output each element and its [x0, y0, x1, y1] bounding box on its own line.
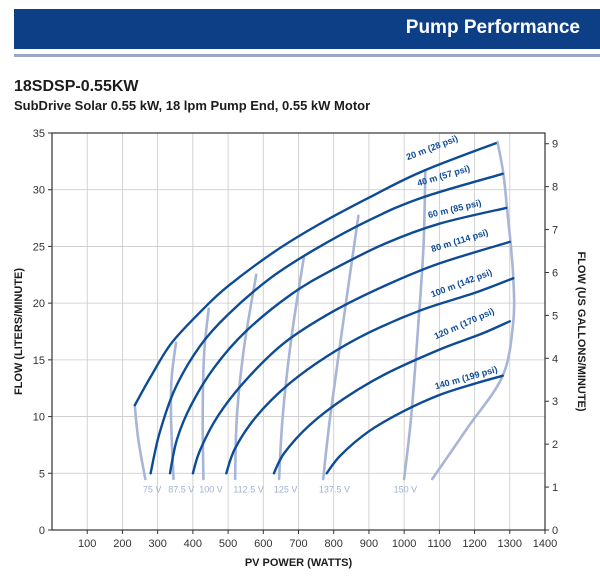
head-curve	[133, 142, 497, 407]
y-tick-label: 25	[33, 241, 45, 253]
head-curve	[149, 172, 504, 475]
voltage-curve-label: 75 V	[143, 485, 162, 495]
y2-tick-label: 6	[552, 267, 558, 279]
head-curve-label: 20 m (28 psi)	[405, 133, 459, 162]
y2-tick-label: 4	[552, 353, 558, 365]
head-curve-label: 60 m (85 psi)	[427, 198, 482, 220]
y2-tick-label: 9	[552, 139, 558, 151]
y2-tick-label: 3	[552, 396, 558, 408]
head-curve	[168, 206, 508, 475]
voltage-curve-label: 150 V	[394, 485, 418, 495]
y2-axis-title: FLOW (US GALLONS/MINUTE)	[575, 251, 587, 411]
x-tick-label: 1300	[498, 538, 522, 550]
header-title: Pump Performance	[405, 17, 580, 38]
voltage-curve	[277, 256, 306, 481]
x-tick-label: 700	[289, 538, 307, 550]
head-curve	[225, 277, 515, 475]
head-curves	[133, 142, 515, 475]
x-tick-label: 200	[113, 538, 131, 550]
y-tick-label: 5	[39, 468, 45, 480]
head-curve	[191, 240, 511, 475]
x-tick-label: 400	[184, 538, 202, 550]
y-tick-label: 10	[33, 412, 45, 424]
y-tick-label: 35	[33, 128, 45, 140]
voltage-curve	[169, 341, 178, 481]
header-divider	[14, 54, 600, 57]
x-tick-label: 1000	[392, 538, 416, 550]
x-tick-label: 1400	[533, 538, 557, 550]
voltage-curve-label: 137.5 V	[319, 485, 350, 495]
header-banner: Pump Performance	[14, 9, 600, 49]
y-tick-label: 15	[33, 355, 45, 367]
voltage-curve-label: 125 V	[274, 485, 298, 495]
y2-tick-label: 1	[552, 482, 558, 494]
curve-labels: 75 V 87.5 V 100 V 112.5 V 125 V 137.5 V 150 V 2…	[143, 133, 499, 494]
voltage-curve-label: 87.5 V	[168, 485, 194, 495]
x-tick-label: 300	[148, 538, 166, 550]
voltage-curve-label: 100 V	[199, 485, 223, 495]
y2-tick-label: 5	[552, 310, 558, 322]
y-tick-label: 0	[39, 525, 45, 537]
x-tick-label: 800	[325, 538, 343, 550]
voltage-curve	[133, 403, 147, 481]
model-description: SubDrive Solar 0.55 kW, 18 lpm Pump End,…	[14, 98, 371, 113]
y-tick-label: 20	[33, 298, 45, 310]
x-tick-label: 1100	[428, 538, 452, 550]
axis-ticks: 100 200 300 400 500 600 700 800 900 1000 1100 1200 1…	[33, 128, 558, 550]
y2-tick-label: 7	[552, 225, 558, 237]
y-axis-title: FLOW (LITERS/MINUTE)	[13, 268, 25, 395]
y2-tick-label: 0	[552, 525, 558, 537]
voltage-curve	[431, 140, 516, 481]
y-tick-label: 30	[33, 185, 45, 197]
x-tick-label: 900	[360, 538, 378, 550]
y2-tick-label: 2	[552, 439, 558, 451]
head-curve	[272, 320, 511, 475]
x-tick-label: 100	[78, 538, 96, 550]
model-number: 18SDSP-0.55KW	[14, 78, 139, 95]
head-curve-label: 120 m (170 psi)	[433, 306, 496, 341]
x-tick-label: 1200	[462, 538, 486, 550]
x-axis-title: PV POWER (WATTS)	[245, 557, 353, 569]
x-tick-label: 600	[254, 538, 272, 550]
voltage-curve	[321, 214, 360, 481]
head-curve	[325, 374, 504, 475]
y2-tick-label: 8	[552, 182, 558, 194]
voltage-curve	[402, 170, 427, 481]
voltage-curves	[133, 140, 516, 481]
x-tick-label: 500	[219, 538, 237, 550]
voltage-curve-label: 112.5 V	[233, 485, 263, 495]
